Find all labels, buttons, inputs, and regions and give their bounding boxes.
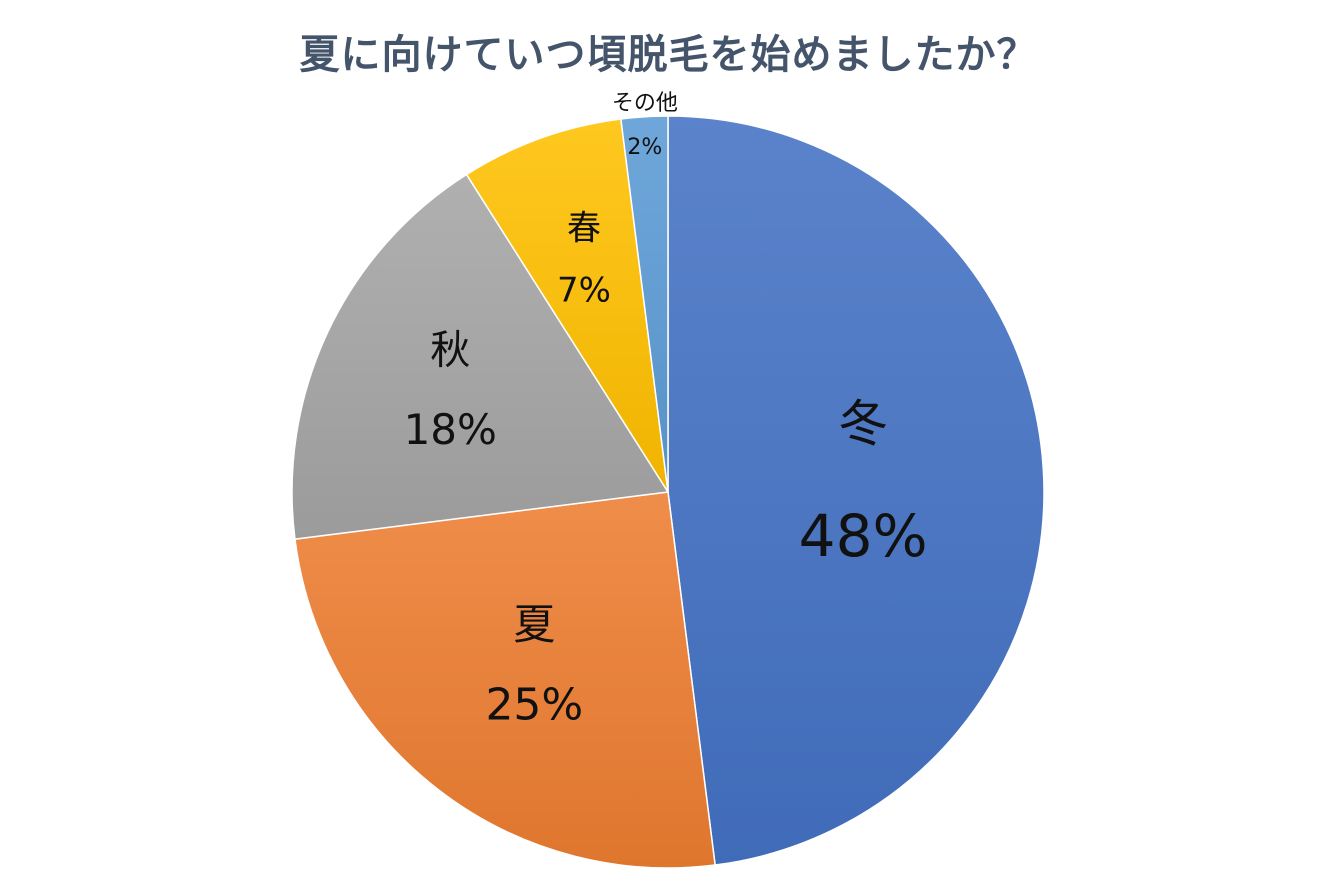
slice-label-1: 冬 [838, 395, 888, 453]
slice-label-5: その他 [612, 91, 678, 116]
pie-labels: 冬 48% 夏 25% 秋 18% 春 7% その他 2% [404, 91, 928, 731]
chart-title: 夏に向けていつ頃脱毛を始めましたか？ [299, 32, 1038, 78]
slice-value-5: 2% [627, 135, 662, 160]
pie-slice-1 [667, 115, 1045, 866]
pie-slices [291, 115, 1045, 869]
slice-value-3: 18% [404, 405, 497, 454]
slice-value-1: 48% [799, 502, 928, 570]
slice-value-4: 7% [557, 270, 611, 310]
slice-label-4: 春 [567, 208, 601, 248]
slice-label-3: 秋 [430, 328, 470, 374]
pie-slice-4 [465, 118, 669, 493]
slice-label-2: 夏 [513, 600, 555, 649]
pie-slice-3 [291, 173, 670, 540]
pie-slice-5 [620, 115, 669, 493]
pie-slice-2 [294, 491, 716, 869]
slice-value-2: 25% [485, 680, 583, 731]
